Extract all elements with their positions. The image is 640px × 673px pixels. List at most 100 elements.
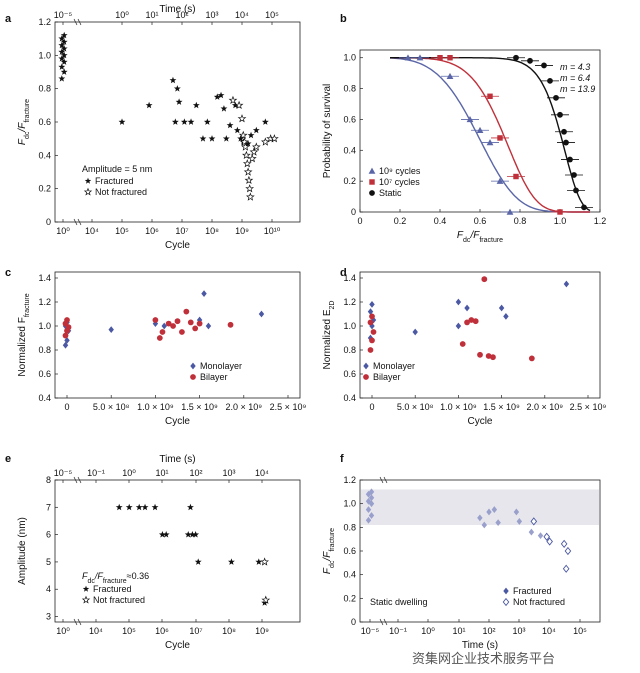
plot-frame-a	[54, 21, 301, 223]
x-axis-label-f: Time (s)	[462, 640, 498, 651]
data-point	[560, 539, 568, 549]
ytick-label-b: 0.4	[343, 145, 356, 155]
legend-label: Fractured	[95, 176, 134, 186]
panel-label-c: c	[5, 267, 11, 279]
xtick-label-e: 10⁹	[255, 626, 269, 636]
legend-label: Bilayer	[200, 372, 228, 382]
xtick-label-a: 10⁸	[205, 226, 219, 236]
ytick-label-d: 1.0	[343, 321, 356, 331]
toptick-label-e: 10⁻⁵	[54, 468, 73, 478]
data-point	[145, 101, 153, 109]
legend-marker	[502, 597, 510, 607]
data-point	[412, 328, 418, 336]
toptick-label-e: 10⁻¹	[87, 468, 105, 478]
data-point	[367, 308, 374, 315]
data-point	[201, 290, 207, 297]
data-point	[60, 68, 68, 75]
panel-c: c 0.4 0.6 0.8 1.0 1.2 1.4 0 5.0 × 10⁸ 1.0 × 10⁹ 1.…	[5, 267, 306, 427]
ytick-label-a: 0.6	[38, 117, 51, 127]
data-point	[184, 531, 192, 538]
data-point	[497, 135, 503, 141]
axis-break-f	[379, 476, 388, 626]
annotation-e: Fdc/Ffracture≈0.36	[82, 571, 149, 585]
data-point	[563, 280, 570, 288]
data-point	[472, 318, 479, 325]
data-point	[496, 177, 504, 184]
data-point	[249, 147, 259, 156]
legend-marker	[190, 374, 196, 380]
data-point	[60, 45, 68, 52]
data-point	[527, 57, 533, 64]
legend-label: Monolayer	[373, 361, 415, 371]
series-d	[367, 280, 570, 342]
xtick-label-b: 0.6	[474, 216, 487, 226]
data-point	[60, 38, 68, 45]
xtick-label-a: 10⁰	[56, 226, 70, 236]
ytick-label-d: 1.2	[343, 297, 356, 307]
xtick-label-f: 10¹	[452, 626, 465, 636]
data-point	[547, 77, 553, 84]
xtick-label-f: 10³	[512, 626, 525, 636]
data-point	[217, 91, 225, 99]
data-point	[196, 316, 203, 324]
data-point	[367, 319, 374, 326]
xtick-label-f: 10⁻⁵	[361, 626, 380, 636]
legend-marker	[368, 167, 376, 174]
data-point	[234, 100, 244, 110]
data-point	[503, 313, 509, 320]
top-axis-label-e: Time (s)	[159, 454, 195, 465]
ytick-label-b: 0.6	[343, 114, 356, 124]
panel-label-f: f	[340, 453, 344, 465]
ytick-label-f: 1.2	[343, 475, 356, 485]
data-point	[513, 508, 520, 516]
ytick-label-b: 1.0	[343, 53, 356, 63]
data-point	[243, 167, 253, 176]
data-point	[490, 354, 496, 361]
x-axis-label-c: Cycle	[165, 416, 190, 427]
series-a	[228, 95, 279, 201]
data-point	[179, 329, 185, 335]
data-point	[498, 304, 505, 312]
ytick-label-f: 0	[351, 617, 356, 627]
data-point	[416, 54, 424, 61]
panel-d: d 0.4 0.6 0.8 1.0 1.2 1.4 0 5.0 × 10⁸ 1.0 × 10⁹ 1.…	[322, 267, 606, 427]
data-point	[174, 318, 181, 325]
ytick-label-e: 7	[46, 502, 51, 512]
xtick-label-e: 10⁴	[89, 626, 103, 636]
data-point	[151, 503, 159, 511]
xtick-label-e: 10⁶	[155, 626, 169, 636]
data-point	[247, 131, 255, 139]
m-label: m = 6.4	[560, 73, 590, 83]
ytick-label-f: 0.4	[343, 570, 356, 580]
ytick-label-e: 6	[46, 530, 51, 540]
data-point	[491, 506, 498, 513]
data-point	[543, 532, 551, 541]
legend-label: 10⁷ cycles	[379, 177, 420, 187]
data-point	[205, 322, 212, 330]
data-point	[567, 156, 573, 163]
data-point	[513, 54, 519, 61]
data-point	[530, 517, 538, 526]
data-point	[60, 51, 68, 59]
data-point	[251, 142, 261, 151]
plot-frame-e	[54, 479, 301, 623]
data-point	[269, 134, 279, 143]
data-point	[228, 558, 235, 565]
data-point	[368, 488, 375, 496]
toptick-label-e: 10¹	[155, 468, 168, 478]
xtick-label-a: 10¹⁰	[264, 226, 281, 236]
axis-break-a	[73, 18, 82, 226]
toptick-label-a: 10¹	[145, 10, 158, 20]
toptick-label-a: 10⁴	[235, 10, 249, 20]
xtick-label-c: 2.5 × 10⁹	[270, 402, 307, 412]
data-point	[446, 72, 454, 79]
xtick-label-b: 0.4	[434, 216, 447, 226]
data-point	[192, 531, 200, 538]
series-b	[399, 54, 519, 215]
data-point	[135, 503, 143, 511]
data-point	[477, 351, 483, 358]
data-point	[553, 94, 559, 101]
data-point	[196, 320, 203, 327]
data-point	[365, 516, 372, 524]
data-point	[455, 298, 462, 306]
